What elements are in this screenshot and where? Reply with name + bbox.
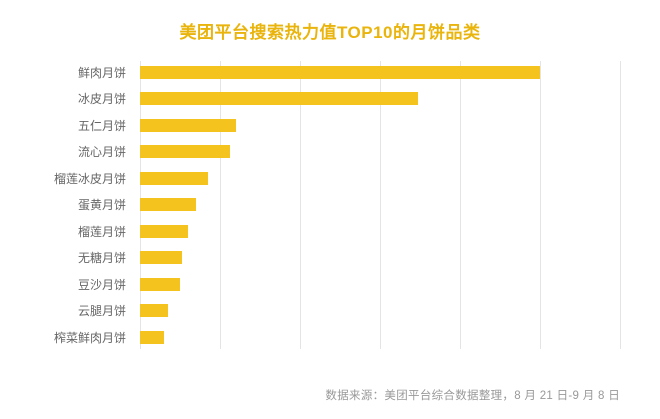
bar [140,251,182,265]
bar-track [140,277,620,291]
category-label: 榴莲月饼 [77,224,126,239]
bar [140,224,188,238]
source-note: 数据来源：美团平台综合数据整理，8 月 21 日-9 月 8 日 [325,390,620,402]
bar-row: 无糖月饼 [0,245,660,272]
category-label: 冰皮月饼 [77,92,126,107]
bar-row: 流心月饼 [0,139,660,166]
bar-track [140,92,620,106]
bar-row: 云腿月饼 [0,298,660,325]
bar-row: 蛋黄月饼 [0,192,660,219]
bar [140,198,196,212]
category-label: 鲜肉月饼 [77,65,126,80]
chart-title: 美团平台搜索热力值TOP10的月饼品类 [179,23,481,42]
bar-track [140,198,620,212]
bar [140,65,540,79]
bar-row: 豆沙月饼 [0,271,660,298]
bar-track [140,251,620,265]
bar-row: 五仁月饼 [0,112,660,139]
bar-row: 榴莲月饼 [0,218,660,245]
category-label: 五仁月饼 [77,118,126,133]
bar [140,145,230,159]
category-label: 豆沙月饼 [77,277,126,292]
category-label: 无糖月饼 [77,251,126,266]
bar [140,277,180,291]
category-label: 榨菜鲜肉月饼 [53,330,126,345]
bar-track [140,330,620,344]
bar [140,92,418,106]
bar-track [140,171,620,185]
category-label: 流心月饼 [77,145,126,160]
bar-row: 榴莲冰皮月饼 [0,165,660,192]
bar [140,171,208,185]
bar-track [140,65,620,79]
bar-track [140,145,620,159]
category-label: 榴莲冰皮月饼 [53,171,126,186]
bar-row: 冰皮月饼 [0,86,660,113]
bar-row: 榨菜鲜肉月饼 [0,324,660,351]
bar-track [140,224,620,238]
bar [140,118,236,132]
bar-chart: 鲜肉月饼冰皮月饼五仁月饼流心月饼榴莲冰皮月饼蛋黄月饼榴莲月饼无糖月饼豆沙月饼云腿… [0,59,660,351]
bar-rows: 鲜肉月饼冰皮月饼五仁月饼流心月饼榴莲冰皮月饼蛋黄月饼榴莲月饼无糖月饼豆沙月饼云腿… [0,59,660,351]
bar-row: 鲜肉月饼 [0,59,660,86]
category-label: 云腿月饼 [77,304,126,319]
category-label: 蛋黄月饼 [77,198,126,213]
bar [140,330,164,344]
bar [140,304,168,318]
bar-track [140,304,620,318]
bar-track [140,118,620,132]
